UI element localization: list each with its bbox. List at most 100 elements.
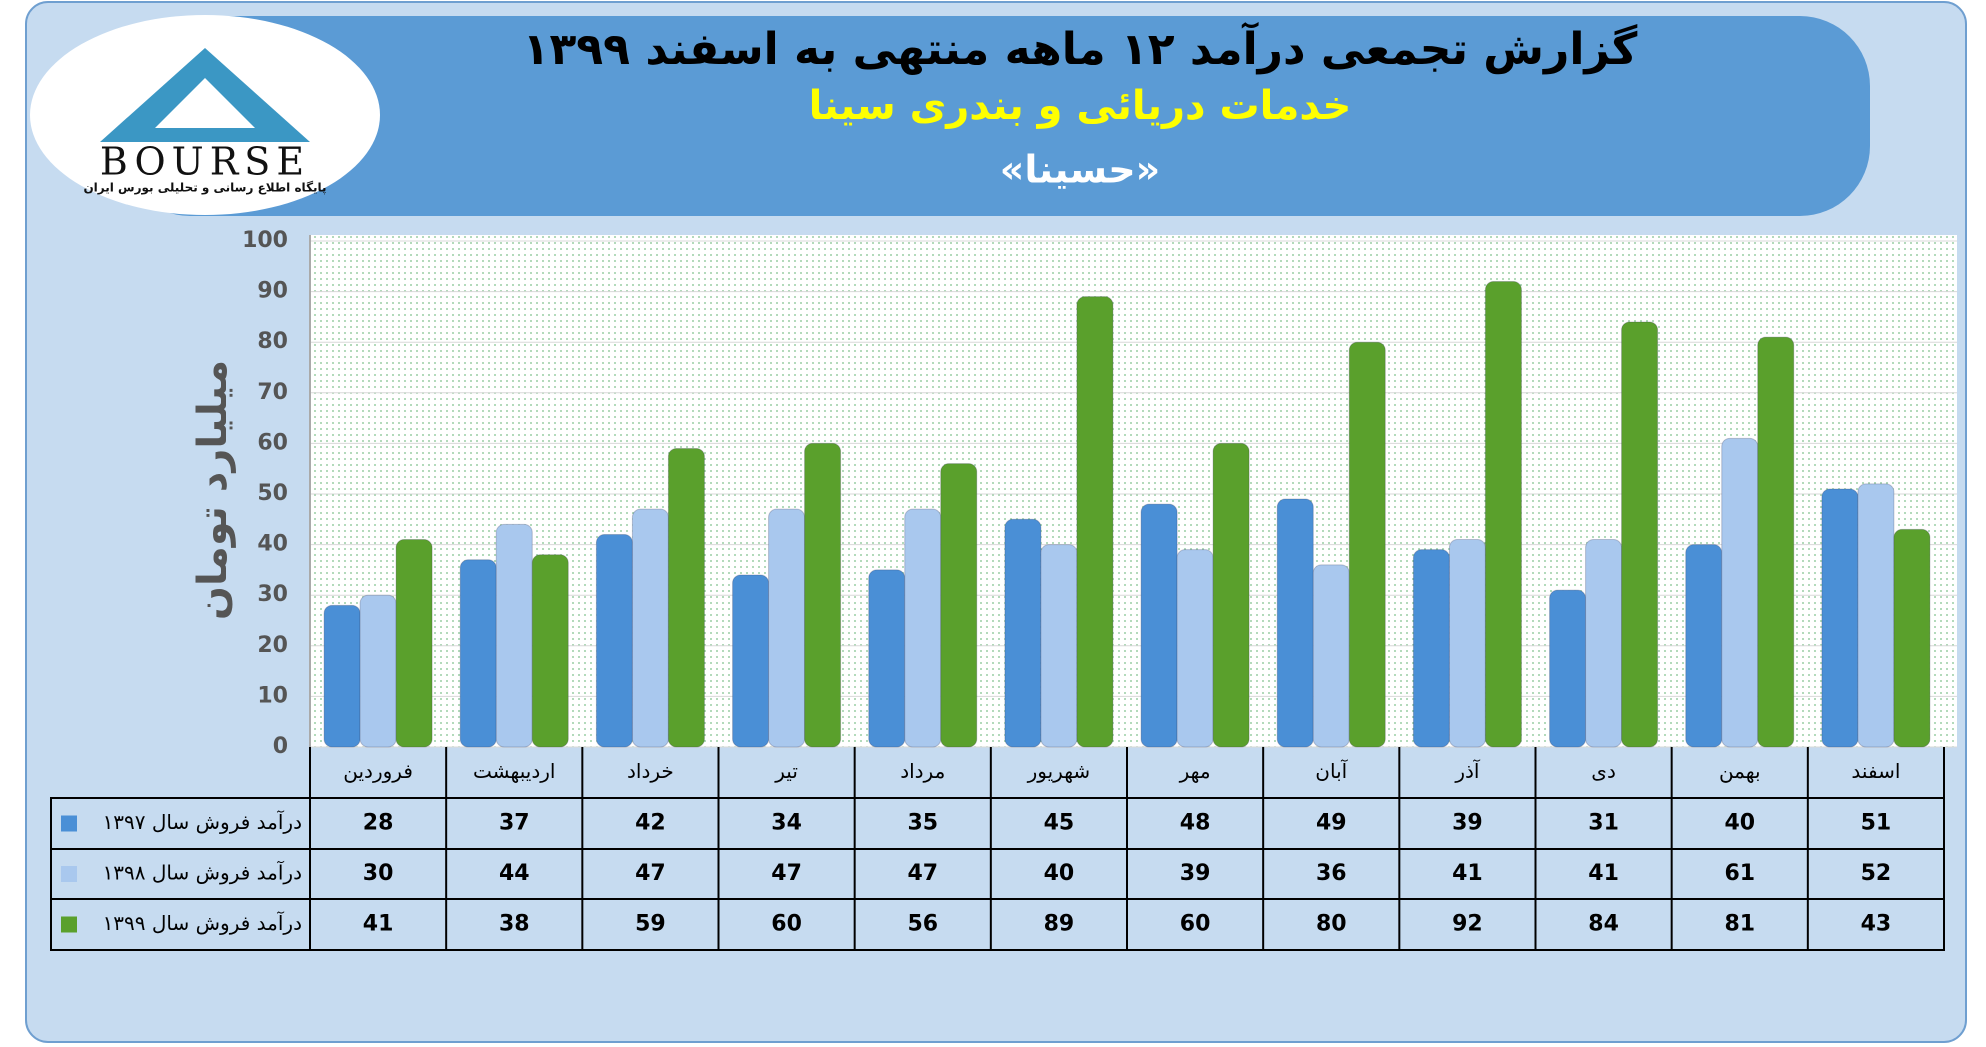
bar — [395, 539, 433, 748]
table-value: 59 — [635, 912, 666, 937]
y-tick-label: 0 — [273, 734, 288, 759]
bar — [359, 594, 397, 748]
x-tick-label: آذر — [1454, 758, 1481, 783]
table-value: 39 — [1452, 811, 1483, 836]
table-value: 44 — [499, 861, 530, 886]
x-tick-label: تیر — [774, 759, 798, 783]
bar — [1821, 488, 1859, 748]
table-value: 48 — [1180, 811, 1211, 836]
bar — [868, 569, 906, 748]
table-value: 49 — [1316, 811, 1347, 836]
chart-subtitle: خدمات دریائی و بندری سینا — [809, 83, 1352, 129]
bar — [1276, 498, 1314, 748]
x-tick-label: آبان — [1315, 758, 1348, 783]
x-tick-label: شهریور — [1027, 759, 1091, 783]
table-value: 47 — [635, 861, 666, 886]
table-value: 37 — [499, 811, 530, 836]
bar — [1585, 539, 1623, 748]
table-value: 52 — [1861, 861, 1892, 886]
y-tick-label: 80 — [257, 329, 288, 354]
table-value: 31 — [1588, 811, 1619, 836]
bar — [1176, 549, 1214, 748]
bar — [1040, 544, 1078, 748]
table-value: 30 — [363, 861, 394, 886]
table-value: 41 — [1588, 861, 1619, 886]
x-tick-label: اردیبهشت — [473, 759, 555, 783]
bar — [631, 508, 669, 748]
x-tick-label: دی — [1591, 759, 1616, 783]
table-value: 34 — [771, 811, 802, 836]
table-value: 36 — [1316, 861, 1347, 886]
table-value: 47 — [771, 861, 802, 886]
table-value: 28 — [363, 811, 394, 836]
legend-label: درآمد فروش سال ۱۳۹۹ — [103, 910, 302, 935]
bar — [904, 508, 942, 748]
bar — [667, 447, 705, 748]
plot-pattern — [310, 235, 1957, 747]
bar — [595, 533, 633, 748]
bar — [1484, 280, 1522, 748]
table-value: 80 — [1316, 912, 1347, 937]
bar — [1312, 564, 1350, 748]
bar — [1212, 442, 1250, 748]
table-value: 41 — [363, 912, 394, 937]
logo: BOURSE پایگاه اطلاع رسانی و تحلیلی بورس … — [30, 15, 380, 215]
bar — [459, 559, 497, 748]
table-value: 51 — [1861, 811, 1892, 836]
chart-title: گزارش تجمعی درآمد ۱۲ ماهه منتهی به اسفند… — [523, 21, 1638, 75]
bar — [323, 604, 361, 748]
y-axis-label: میلیارد تومان — [190, 360, 236, 620]
table-value: 84 — [1588, 912, 1619, 937]
bar — [495, 523, 533, 748]
bar — [1549, 589, 1587, 748]
bar — [1412, 549, 1450, 748]
y-tick-label: 20 — [257, 633, 288, 658]
table-value: 42 — [635, 811, 666, 836]
table-bg — [50, 797, 1945, 951]
y-tick-label: 30 — [257, 582, 288, 607]
table-value: 61 — [1724, 861, 1755, 886]
y-tick-label: 50 — [257, 481, 288, 506]
table-value: 40 — [1724, 811, 1755, 836]
bar — [531, 554, 569, 748]
legend-swatch — [61, 866, 77, 882]
y-tick-label: 60 — [257, 430, 288, 455]
table-value: 41 — [1452, 861, 1483, 886]
legend-label: درآمد فروش سال ۱۳۹۷ — [103, 809, 302, 834]
bar — [1721, 437, 1759, 748]
table-value: 45 — [1044, 811, 1075, 836]
bar — [1621, 321, 1659, 748]
y-tick-label: 70 — [257, 380, 288, 405]
y-tick-label: 40 — [257, 532, 288, 557]
bar — [1348, 341, 1386, 748]
bar — [1893, 528, 1931, 748]
x-tick-label: مرداد — [900, 759, 945, 783]
bar — [1448, 539, 1486, 748]
logo-tagline: پایگاه اطلاع رسانی و تحلیلی بورس ایران — [83, 181, 326, 196]
bar — [1140, 503, 1178, 748]
x-tick-label: اسفند — [1851, 759, 1900, 783]
table-value: 56 — [907, 912, 938, 937]
legend-label: درآمد فروش سال ۱۳۹۸ — [103, 860, 302, 885]
table-value: 38 — [499, 912, 530, 937]
x-tick-label: خرداد — [627, 759, 674, 783]
table-value: 47 — [907, 861, 938, 886]
bar — [1857, 483, 1895, 748]
title-banner — [120, 16, 1870, 216]
y-tick-label: 100 — [242, 228, 288, 253]
legend-swatch — [61, 916, 77, 933]
x-tick-label: فروردین — [343, 759, 413, 783]
table-value: 43 — [1861, 912, 1892, 937]
table-value: 81 — [1724, 912, 1755, 937]
table-value: 60 — [1180, 912, 1211, 937]
table-value: 60 — [771, 912, 802, 937]
y-tick-label: 10 — [257, 683, 288, 708]
bar — [1004, 518, 1042, 748]
bar — [732, 574, 770, 748]
table-value: 89 — [1044, 912, 1075, 937]
bar — [804, 442, 842, 748]
x-tick-label: بهمن — [1719, 759, 1761, 783]
symbol: «حسینا» — [1000, 148, 1160, 192]
bar — [1076, 296, 1114, 748]
